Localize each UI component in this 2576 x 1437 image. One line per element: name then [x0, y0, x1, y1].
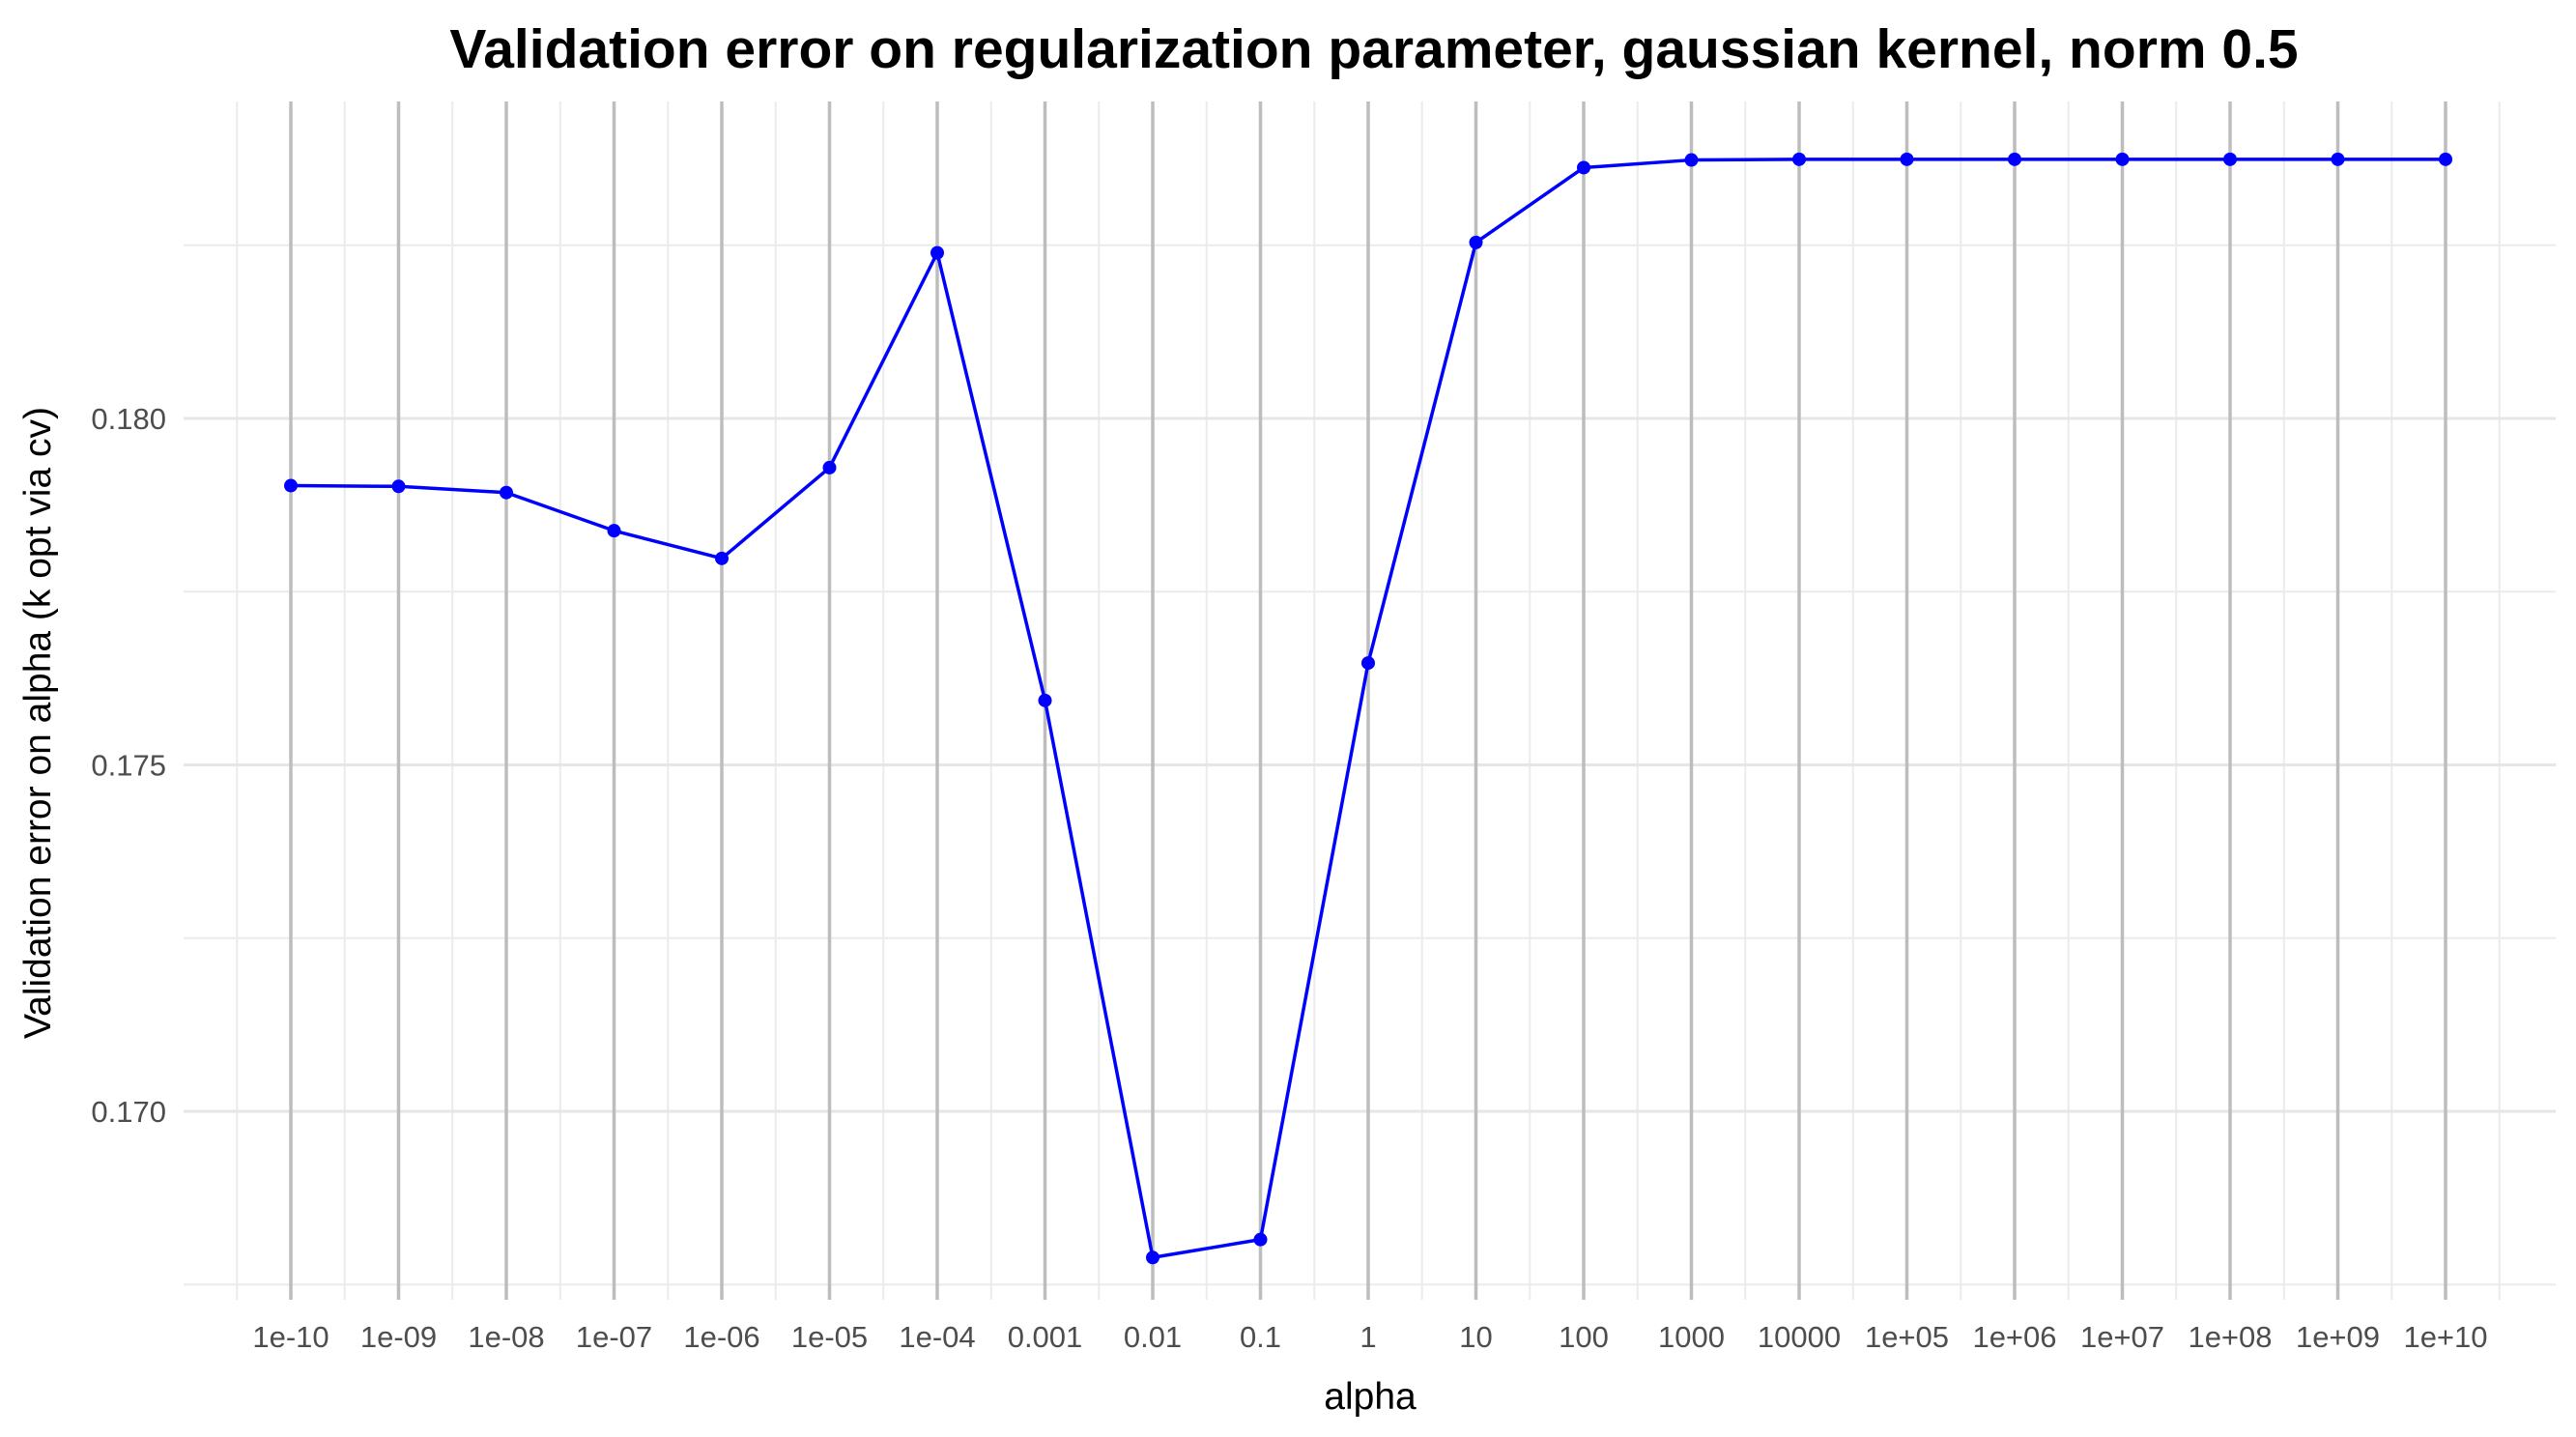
x-tick-label: 1e+09 — [2296, 1320, 2380, 1354]
data-point — [822, 460, 837, 474]
x-tick-label: 0.001 — [1008, 1320, 1083, 1354]
x-tick-label: 1e+07 — [2080, 1320, 2164, 1354]
data-point — [2115, 152, 2130, 166]
chart-title: Validation error on regularization param… — [449, 18, 2298, 80]
data-point — [1361, 656, 1375, 671]
data-point — [1684, 153, 1699, 167]
data-point — [2331, 152, 2345, 166]
x-tick-label: 1e-06 — [683, 1320, 759, 1354]
x-tick-labels: 1e-10 1e-09 1e-08 1e-07 1e-06 1e-05 1e-04 0.001… — [252, 1320, 2487, 1354]
x-tick-label: 1 — [1360, 1320, 1376, 1354]
x-tick-label: 1e-07 — [576, 1320, 652, 1354]
data-point — [284, 478, 298, 493]
data-point — [930, 245, 944, 260]
data-point — [1792, 152, 1806, 166]
x-tick-label: 1e+08 — [2188, 1320, 2272, 1354]
data-point — [1577, 160, 1590, 175]
x-tick-label: 10 — [1459, 1320, 1492, 1354]
x-tick-label: 10000 — [1758, 1320, 1841, 1354]
data-point — [391, 479, 406, 494]
x-tick-label: 100 — [1559, 1320, 1609, 1354]
x-tick-label: 1e-05 — [791, 1320, 868, 1354]
data-point — [2223, 152, 2237, 166]
data-point — [500, 485, 513, 500]
major-gridlines — [184, 101, 2556, 1300]
x-tick-label: 1e-04 — [899, 1320, 975, 1354]
x-tick-label: 1e+06 — [1972, 1320, 2056, 1354]
x-tick-label: 1e-10 — [252, 1320, 329, 1354]
x-tick-label: 1e+10 — [2403, 1320, 2487, 1354]
data-point — [715, 551, 729, 565]
x-tick-label: 0.01 — [1124, 1320, 1182, 1354]
data-point — [1900, 152, 1914, 166]
data-point — [1038, 693, 1052, 707]
data-point — [1469, 235, 1483, 249]
x-axis-title: alpha — [1324, 1376, 1417, 1418]
y-tick-label: 0.175 — [91, 749, 166, 783]
y-axis-title: Validation error on alpha (k opt via cv) — [17, 407, 59, 1039]
y-tick-labels: 0.170 0.175 0.180 — [91, 402, 166, 1129]
x-tick-label: 1e-09 — [360, 1320, 437, 1354]
data-point — [2008, 152, 2021, 166]
data-point — [2439, 152, 2452, 166]
x-tick-label: 1000 — [1658, 1320, 1725, 1354]
x-tick-label: 1e+05 — [1865, 1320, 1949, 1354]
y-tick-label: 0.170 — [91, 1095, 166, 1129]
data-point — [1146, 1250, 1159, 1265]
series-layer — [284, 152, 2452, 1265]
data-point — [607, 524, 621, 538]
data-point — [1253, 1232, 1268, 1247]
x-tick-label: 0.1 — [1240, 1320, 1281, 1354]
x-tick-label: 1e-08 — [468, 1320, 544, 1354]
y-tick-label: 0.180 — [91, 402, 166, 436]
